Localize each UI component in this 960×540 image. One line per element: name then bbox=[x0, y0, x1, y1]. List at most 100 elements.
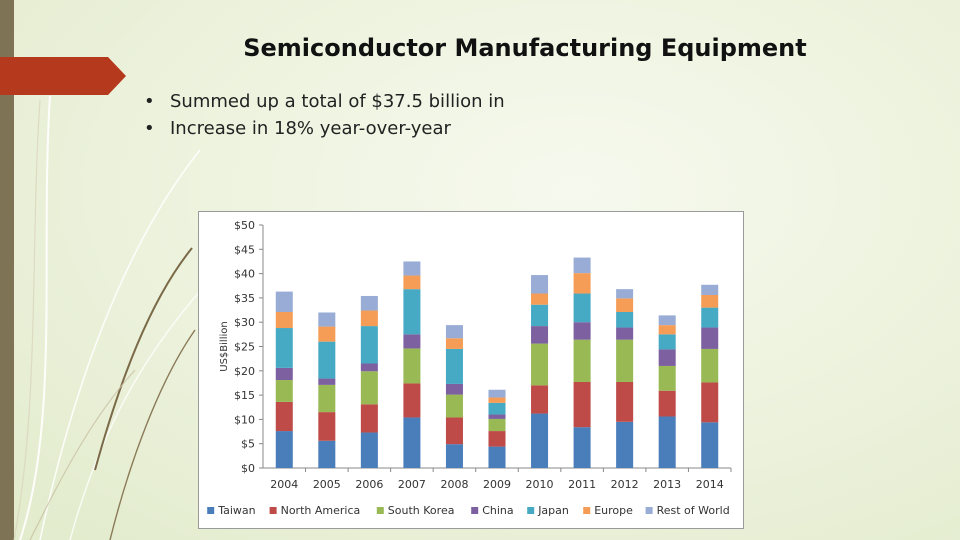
chart-canvas: $0 $5 $10 $15 $20 $25 $30 $35 $40 $45 $50 US$Billio… bbox=[207, 219, 732, 517]
bar-segment bbox=[573, 427, 591, 468]
y-tick-label: $25 bbox=[234, 341, 255, 354]
bar-segment bbox=[573, 273, 591, 294]
bar-segment bbox=[488, 414, 506, 419]
y-tick-label: $15 bbox=[234, 389, 255, 402]
legend-swatch bbox=[207, 507, 215, 514]
legend-label: Taiwan bbox=[217, 504, 255, 517]
x-tick-label: 2009 bbox=[483, 478, 511, 491]
bar-segment bbox=[616, 421, 634, 468]
legend-label: Europe bbox=[594, 504, 633, 517]
legend-label: South Korea bbox=[388, 504, 455, 517]
legend-swatch bbox=[269, 507, 277, 514]
x-tick-label: 2011 bbox=[568, 478, 596, 491]
bar-segment bbox=[658, 334, 676, 350]
x-tick-label: 2006 bbox=[355, 478, 383, 491]
bar-segment bbox=[318, 378, 336, 385]
bar-segment bbox=[360, 295, 378, 311]
bar-segment bbox=[616, 298, 634, 312]
bar-segment bbox=[403, 417, 421, 468]
slide-title: Semiconductor Manufacturing Equipment bbox=[243, 34, 807, 62]
bar-segment bbox=[360, 326, 378, 364]
bar-segment bbox=[275, 367, 293, 381]
bar-segment bbox=[658, 390, 676, 417]
x-tick-label: 2004 bbox=[270, 478, 298, 491]
bar-segment bbox=[318, 412, 336, 441]
bar-segment bbox=[403, 383, 421, 418]
bar-segment bbox=[488, 402, 506, 415]
legend-label: Japan bbox=[537, 504, 569, 517]
legend-swatch bbox=[527, 507, 535, 514]
bar-segment bbox=[488, 446, 506, 468]
x-tick-label: 2007 bbox=[398, 478, 426, 491]
stacked-bar-chart: $0 $5 $10 $15 $20 $25 $30 $35 $40 $45 $50 US$Billio… bbox=[198, 211, 744, 529]
y-tick-label: $10 bbox=[234, 413, 255, 426]
bar-segment bbox=[403, 289, 421, 335]
bar-segment bbox=[531, 413, 549, 468]
x-tick-label: 2005 bbox=[313, 478, 341, 491]
bar-segment bbox=[658, 365, 676, 391]
bar-segment bbox=[616, 311, 634, 328]
bar-segment bbox=[616, 327, 634, 340]
bar-segment bbox=[616, 381, 634, 422]
legend-label: Rest of World bbox=[657, 504, 730, 517]
bullet-text: Summed up a total of $37.5 billion in bbox=[170, 91, 505, 112]
bullet-item: • Summed up a total of $37.5 billion in bbox=[144, 88, 505, 115]
bar-segment bbox=[360, 363, 378, 372]
title-accent-tab bbox=[0, 57, 126, 95]
x-tick-label: 2012 bbox=[611, 478, 639, 491]
bar-segment bbox=[658, 315, 676, 326]
bar-segment bbox=[531, 343, 549, 386]
bar-segment bbox=[403, 275, 421, 290]
bar-segment bbox=[616, 339, 634, 382]
bar-segment bbox=[573, 322, 591, 340]
y-tick-label: $0 bbox=[241, 462, 255, 475]
bullet-dot-icon: • bbox=[144, 118, 155, 139]
bar-segment bbox=[531, 326, 549, 344]
bar-segment bbox=[658, 416, 676, 468]
legend-label: China bbox=[482, 504, 513, 517]
bar-segment bbox=[488, 418, 506, 432]
bar-segment bbox=[275, 431, 293, 468]
bar-segment bbox=[573, 381, 591, 428]
bar-segment bbox=[701, 284, 719, 295]
bar-segment bbox=[275, 401, 293, 432]
bar-segment bbox=[445, 394, 463, 418]
bar-segment bbox=[573, 257, 591, 274]
left-accent-bar bbox=[0, 0, 14, 540]
legend-label: North America bbox=[281, 504, 361, 517]
bar-segment bbox=[658, 349, 676, 366]
legend-swatch bbox=[376, 507, 384, 514]
bar-segment bbox=[445, 348, 463, 384]
bar-segment bbox=[318, 341, 336, 379]
bar-segment bbox=[318, 384, 336, 413]
bar-segment bbox=[360, 432, 378, 468]
bar-segment bbox=[488, 389, 506, 398]
legend-swatch bbox=[583, 507, 591, 514]
bar-segment bbox=[488, 397, 506, 403]
bar-segment bbox=[445, 338, 463, 349]
y-tick-label: $40 bbox=[234, 268, 255, 281]
y-tick-label: $35 bbox=[234, 292, 255, 305]
bar-segment bbox=[488, 431, 506, 447]
bar-segment bbox=[275, 291, 293, 312]
bar-segment bbox=[531, 385, 549, 414]
legend-swatch bbox=[645, 507, 653, 514]
bullet-item: • Increase in 18% year-over-year bbox=[144, 115, 505, 142]
bar-segment bbox=[531, 304, 549, 327]
bar-segment bbox=[275, 328, 293, 368]
bar-segment bbox=[616, 289, 634, 299]
bar-segment bbox=[445, 417, 463, 445]
y-tick-label: $50 bbox=[234, 219, 255, 232]
bar-segment bbox=[318, 312, 336, 327]
legend-swatch bbox=[471, 507, 479, 514]
bar-segment bbox=[403, 348, 421, 384]
bar-segment bbox=[318, 440, 336, 468]
bar-segment bbox=[531, 293, 549, 305]
bar-segment bbox=[275, 380, 293, 402]
bar-segment bbox=[403, 261, 421, 276]
x-tick-label: 2008 bbox=[440, 478, 468, 491]
bar-segment bbox=[701, 327, 719, 349]
bar-segment bbox=[701, 348, 719, 383]
bar-segment bbox=[701, 382, 719, 423]
bar-segment bbox=[403, 334, 421, 349]
